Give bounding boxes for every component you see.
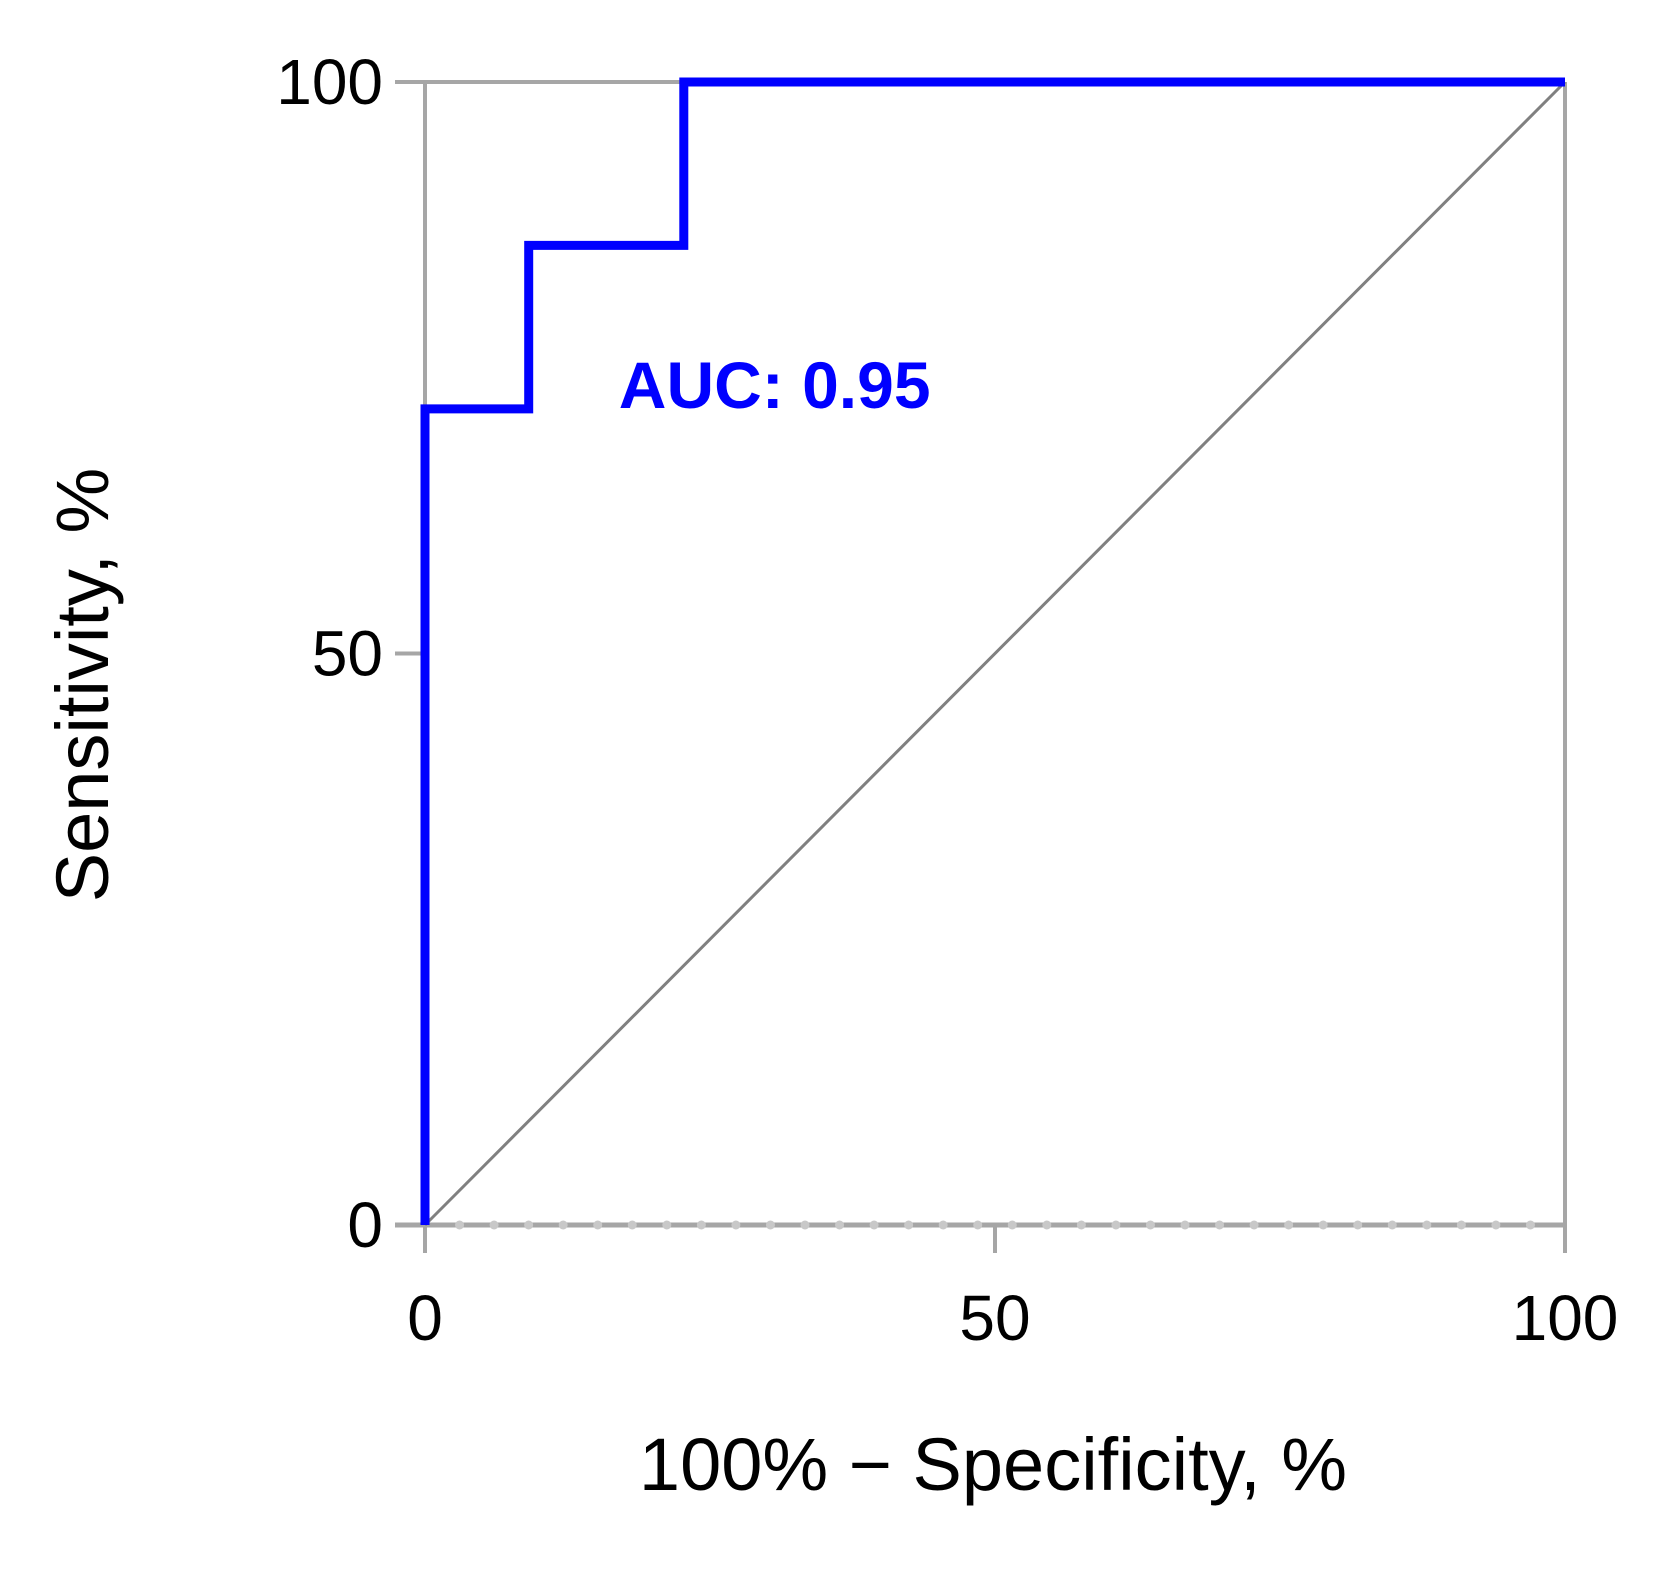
x-axis-minor-tick <box>869 1220 879 1230</box>
x-axis-minor-tick <box>627 1220 637 1230</box>
x-axis-minor-tick <box>938 1220 948 1230</box>
x-axis-minor-tick <box>593 1220 603 1230</box>
y-axis: 0 50 100 <box>276 46 425 1261</box>
x-axis: 0 50 100 <box>407 1220 1619 1354</box>
auc-annotation: AUC: 0.95 <box>619 348 931 422</box>
x-axis-minor-tick <box>1387 1220 1397 1230</box>
y-tick-label: 0 <box>347 1189 383 1261</box>
x-axis-minor-tick <box>662 1220 672 1230</box>
x-axis-minor-tick <box>696 1220 706 1230</box>
x-axis-minor-tick <box>1111 1220 1121 1230</box>
plot-frame <box>395 80 1567 1228</box>
roc-curve-line <box>420 77 1565 1225</box>
x-axis-minor-tick <box>524 1220 534 1230</box>
x-axis-label: 100% − Specificity, % <box>639 1423 1347 1506</box>
annotation-layer: AUC: 0.95 <box>619 348 931 422</box>
x-axis-minor-tick <box>800 1220 810 1230</box>
x-tick-label: 50 <box>959 1282 1030 1354</box>
x-axis-minor-tick <box>1491 1220 1501 1230</box>
series-layer <box>420 77 1567 1227</box>
x-tick-label: 100 <box>1512 1282 1619 1354</box>
x-tick-label: 0 <box>407 1282 443 1354</box>
x-axis-minor-tick <box>1456 1220 1466 1230</box>
x-axis-minor-tick <box>1422 1220 1432 1230</box>
x-axis-minor-tick <box>1076 1220 1086 1230</box>
x-axis-minor-tick <box>973 1220 983 1230</box>
x-axis-minor-tick <box>558 1220 568 1230</box>
x-axis-minor-tick <box>731 1220 741 1230</box>
x-axis-minor-tick <box>835 1220 845 1230</box>
reference-diagonal-line <box>423 80 1567 1227</box>
x-axis-minor-tick <box>1215 1220 1225 1230</box>
x-axis-minor-tick <box>765 1220 775 1230</box>
x-axis-minor-tick <box>1145 1220 1155 1230</box>
x-axis-minor-tick <box>1353 1220 1363 1230</box>
x-axis-minor-tick <box>455 1220 465 1230</box>
y-tick-label: 50 <box>312 618 383 690</box>
x-axis-minor-tick <box>1525 1220 1535 1230</box>
x-axis-minor-tick <box>1007 1220 1017 1230</box>
y-tick-label: 100 <box>276 46 383 118</box>
y-axis-label: Sensitivity, % <box>41 468 124 903</box>
x-axis-minor-tick <box>1318 1220 1328 1230</box>
x-axis-minor-tick <box>1249 1220 1259 1230</box>
x-axis-minor-tick <box>1042 1220 1052 1230</box>
x-axis-minor-tick <box>489 1220 499 1230</box>
x-axis-minor-tick <box>1180 1220 1190 1230</box>
x-axis-minor-tick <box>1284 1220 1294 1230</box>
x-axis-minor-tick <box>904 1220 914 1230</box>
